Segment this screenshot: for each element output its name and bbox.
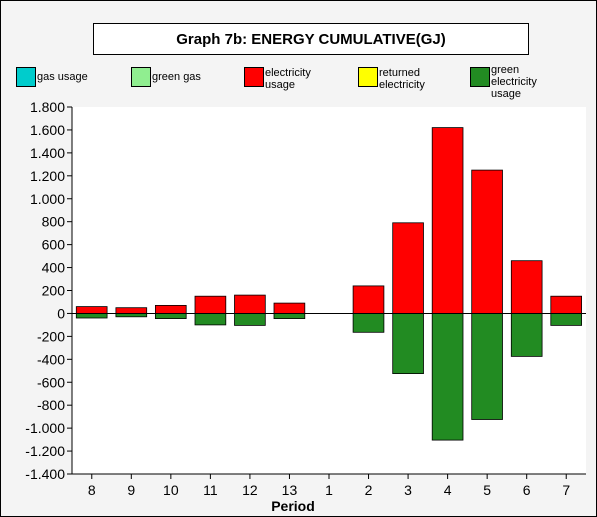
- y-tick-label: 1.400: [30, 145, 65, 161]
- bar: [234, 294, 266, 314]
- legend-item-gas-usage: gas usage: [16, 67, 107, 87]
- legend-label: green electricity usage: [491, 64, 537, 100]
- bar: [194, 312, 227, 326]
- bar: [392, 312, 424, 374]
- x-tick-label: 13: [282, 482, 298, 498]
- legend-item-electricity-usage: electricity usage: [244, 67, 329, 91]
- y-tick-label: 1.200: [30, 168, 65, 184]
- bar: [154, 312, 187, 319]
- plot-area: [72, 107, 586, 474]
- x-tick-label: 2: [365, 482, 373, 498]
- y-tick-label: 200: [42, 283, 66, 299]
- y-tick-label: -600: [37, 374, 65, 390]
- bar: [273, 302, 306, 314]
- bar: [510, 312, 543, 357]
- legend-swatch-electricity-usage: [244, 67, 264, 87]
- bar: [550, 312, 582, 326]
- x-axis-label: Period: [271, 498, 315, 514]
- legend-label: green gas: [152, 71, 201, 83]
- legend-item-green-gas: green gas: [131, 67, 222, 87]
- bar: [431, 127, 464, 314]
- bar: [510, 260, 543, 314]
- bar: [431, 312, 464, 441]
- x-tick-label: 12: [242, 482, 258, 498]
- bar: [352, 312, 385, 333]
- y-tick-label: 1.800: [30, 99, 65, 115]
- legend-item-green-electricity-usage: green electricity usage: [470, 64, 547, 100]
- x-tick-label: 5: [483, 482, 491, 498]
- bar: [115, 307, 148, 314]
- y-tick-label: -1.200: [25, 443, 65, 459]
- y-tick-label: 0: [57, 305, 65, 321]
- x-tick-label: 4: [444, 482, 452, 498]
- y-tick-label: 1.600: [30, 122, 65, 138]
- x-tick-label: 10: [163, 482, 179, 498]
- y-tick-label: -1.000: [25, 420, 65, 436]
- bar: [234, 312, 266, 326]
- x-tick-label: 1: [325, 482, 333, 498]
- x-tick-label: 11: [203, 482, 218, 498]
- y-tick-label: -800: [37, 397, 65, 413]
- y-tick-label: 1.000: [30, 191, 65, 207]
- legend-swatch-returned-electricity: [358, 67, 378, 87]
- x-tick-label: 8: [88, 482, 96, 498]
- y-tick-label: 400: [42, 260, 66, 276]
- legend-label: electricity usage: [265, 67, 311, 91]
- legend-item-returned-electricity: returned electricity: [358, 67, 443, 91]
- bar: [471, 312, 503, 420]
- bar: [75, 312, 108, 319]
- y-tick-label: 800: [42, 214, 66, 230]
- x-tick-label: 7: [562, 482, 570, 498]
- bar: [471, 169, 503, 314]
- x-tick-label: 9: [127, 482, 135, 498]
- y-tick-label: 600: [42, 237, 66, 253]
- y-tick-label: -1.400: [25, 466, 65, 482]
- y-tick-label: -200: [37, 328, 65, 344]
- bar: [273, 312, 306, 319]
- legend-swatch-green-electricity-usage: [470, 67, 490, 87]
- bar: [194, 295, 227, 314]
- bar: [392, 222, 424, 314]
- x-tick-label: 6: [523, 482, 531, 498]
- bar: [75, 306, 108, 314]
- legend-swatch-gas-usage: [16, 67, 36, 87]
- bar: [154, 304, 187, 314]
- legend-label: returned electricity: [379, 67, 425, 91]
- chart-title: Graph 7b: ENERGY CUMULATIVE(GJ): [93, 23, 529, 55]
- x-tick-label: 3: [404, 482, 412, 498]
- bar: [352, 285, 385, 314]
- y-tick-label: -400: [37, 351, 65, 367]
- bar: [550, 295, 582, 314]
- legend-swatch-green-gas: [131, 67, 151, 87]
- legend-label: gas usage: [37, 71, 88, 83]
